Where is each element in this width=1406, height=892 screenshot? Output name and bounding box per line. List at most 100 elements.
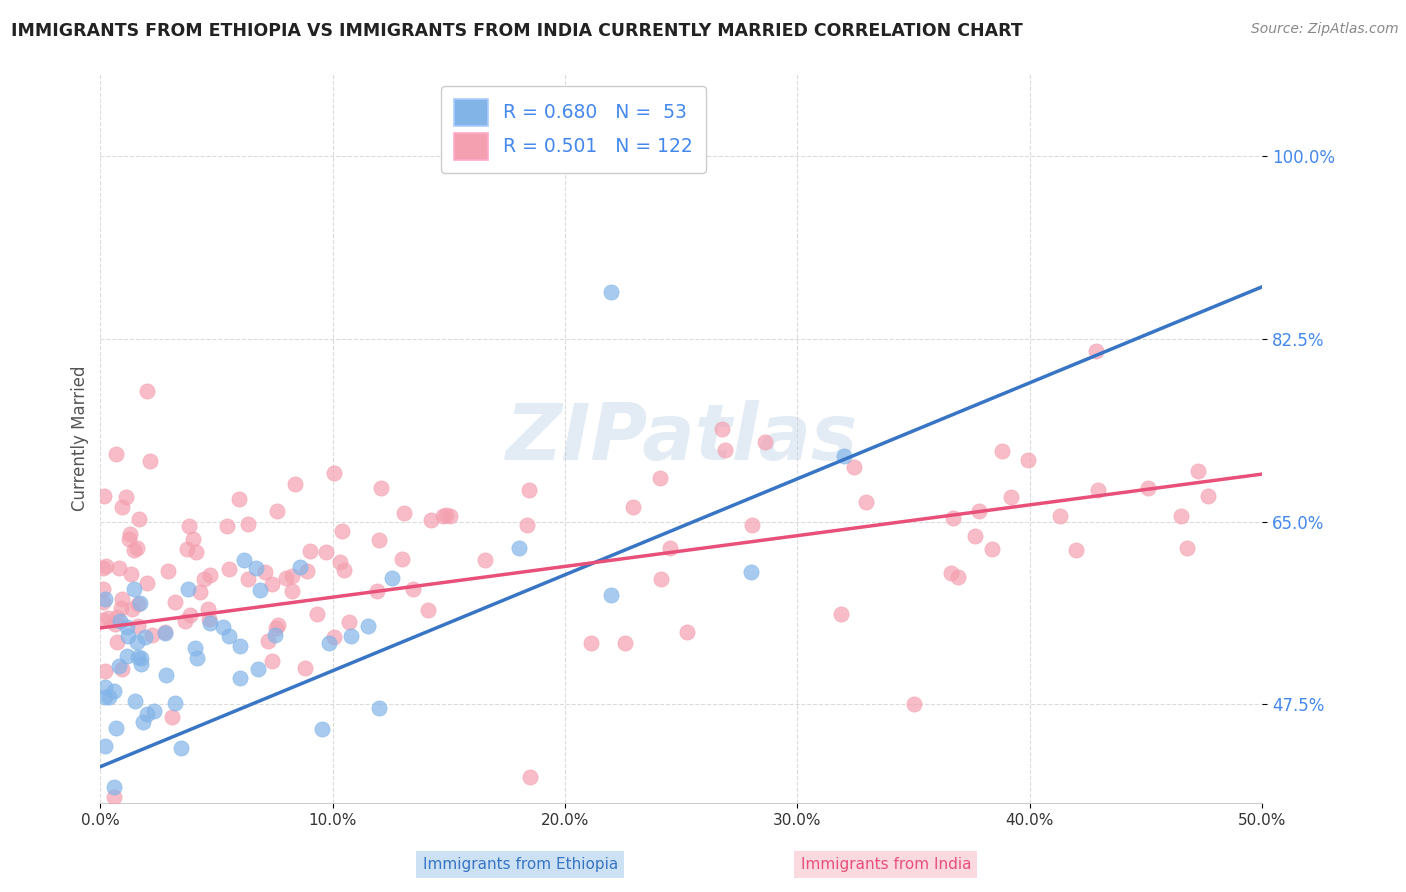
Point	[714, 442, 737, 457]
Point	[184, 640, 207, 655]
Point	[650, 573, 672, 587]
Point	[392, 506, 415, 520]
Point	[517, 483, 540, 497]
Point	[323, 466, 346, 480]
Point	[260, 654, 283, 668]
Point	[1017, 453, 1039, 467]
Point	[228, 672, 250, 686]
Point	[125, 634, 148, 648]
Point	[129, 657, 152, 672]
Point	[832, 450, 855, 464]
Point	[107, 658, 129, 673]
Point	[318, 636, 340, 650]
Point	[128, 512, 150, 526]
Point	[135, 707, 157, 722]
Point	[263, 628, 285, 642]
Point	[157, 564, 180, 578]
Point	[264, 622, 287, 636]
Point	[419, 513, 441, 527]
Text: ZIPatlas: ZIPatlas	[505, 401, 858, 476]
Point	[1085, 344, 1108, 359]
Point	[1049, 508, 1071, 523]
Point	[110, 601, 132, 615]
Point	[228, 491, 250, 506]
Point	[967, 504, 990, 518]
Point	[170, 741, 193, 756]
Point	[402, 582, 425, 596]
Point	[136, 576, 159, 591]
Point	[754, 434, 776, 449]
Point	[153, 625, 176, 640]
Point	[981, 542, 1004, 557]
Point	[946, 569, 969, 583]
Point	[311, 722, 333, 736]
Y-axis label: Currently Married: Currently Married	[72, 366, 89, 511]
Point	[218, 561, 240, 575]
Point	[115, 490, 138, 504]
Point	[247, 662, 270, 676]
Point	[120, 567, 142, 582]
Point	[105, 635, 128, 649]
Point	[104, 616, 127, 631]
Point	[139, 453, 162, 467]
Point	[186, 651, 208, 665]
Point	[1000, 490, 1022, 504]
Point	[94, 739, 117, 754]
Point	[613, 635, 636, 649]
Point	[294, 661, 316, 675]
Point	[711, 422, 734, 436]
Point	[127, 619, 149, 633]
Point	[129, 651, 152, 665]
Point	[103, 789, 125, 804]
Point	[177, 582, 200, 597]
Point	[134, 630, 156, 644]
Point	[127, 650, 149, 665]
Point	[436, 508, 458, 522]
Point	[439, 509, 461, 524]
Point	[141, 627, 163, 641]
Legend: R = 0.680   N =  53, R = 0.501   N = 122: R = 0.680 N = 53, R = 0.501 N = 122	[441, 86, 706, 173]
Point	[391, 552, 413, 566]
Point	[600, 588, 623, 602]
Text: IMMIGRANTS FROM ETHIOPIA VS IMMIGRANTS FROM INDIA CURRENTLY MARRIED CORRELATION : IMMIGRANTS FROM ETHIOPIA VS IMMIGRANTS F…	[11, 22, 1024, 40]
Point	[122, 582, 145, 596]
Point	[111, 592, 134, 607]
Point	[94, 680, 117, 694]
Point	[91, 561, 114, 575]
Point	[118, 532, 141, 546]
Point	[198, 567, 221, 582]
Point	[163, 595, 186, 609]
Point	[741, 518, 763, 533]
Point	[218, 629, 240, 643]
Point	[127, 541, 149, 556]
Point	[432, 509, 454, 524]
Point	[844, 460, 866, 475]
Point	[274, 571, 297, 585]
Point	[281, 583, 304, 598]
Point	[163, 696, 186, 710]
Point	[212, 620, 235, 634]
Point	[105, 610, 128, 624]
Point	[93, 664, 115, 678]
Point	[368, 701, 391, 715]
Point	[153, 625, 176, 640]
Point	[648, 471, 671, 485]
Point	[94, 591, 117, 606]
Point	[186, 545, 208, 559]
Point	[516, 517, 538, 532]
Point	[135, 384, 157, 399]
Point	[332, 563, 354, 577]
Point	[97, 610, 120, 624]
Text: Immigrants from Ethiopia: Immigrants from Ethiopia	[423, 857, 617, 872]
Point	[217, 519, 239, 533]
Point	[1136, 481, 1159, 495]
Point	[307, 607, 329, 622]
Point	[368, 533, 391, 548]
Point	[103, 780, 125, 795]
Point	[963, 529, 986, 543]
Point	[357, 618, 380, 632]
Point	[370, 481, 392, 495]
Point	[127, 597, 149, 611]
Point	[991, 444, 1014, 458]
Point	[229, 640, 252, 654]
